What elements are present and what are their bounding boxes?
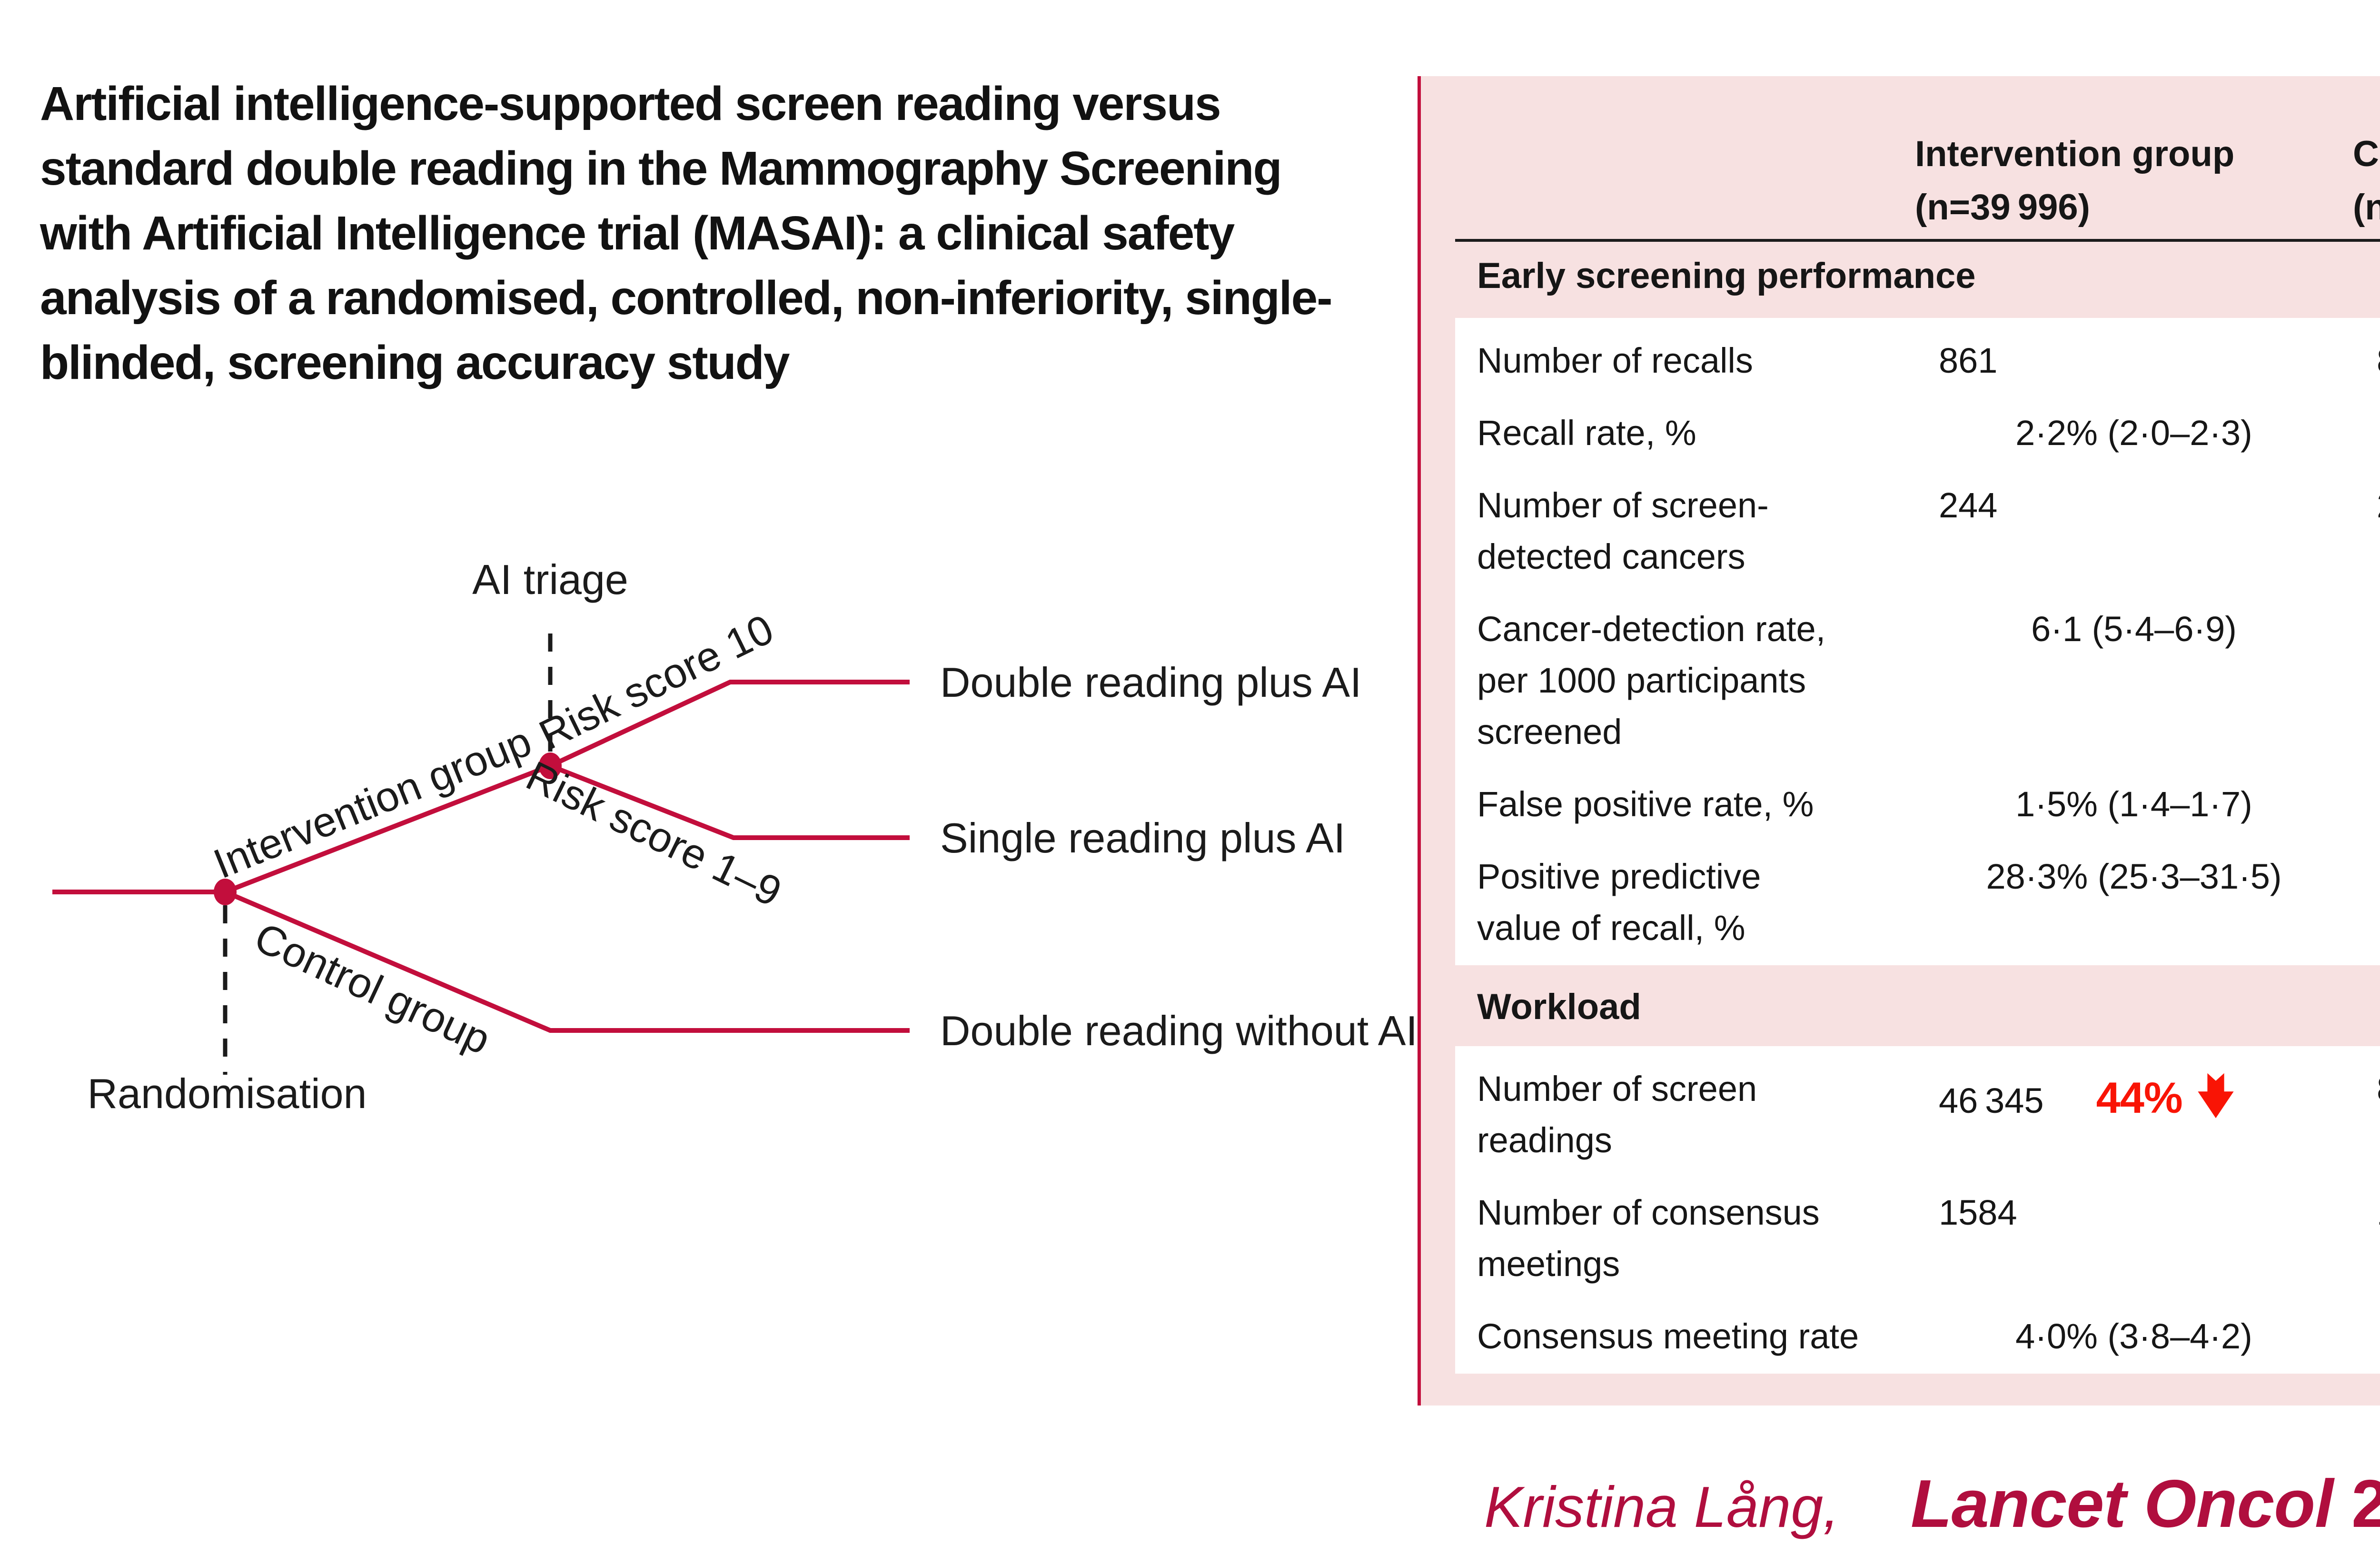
row-label: Number of recalls — [1477, 341, 1753, 380]
control-value: 5·1 (4·4–5·8) — [2353, 604, 2380, 758]
outcome-double-reading-plus-ai: Double reading plus AI — [940, 659, 1362, 706]
table-row: Cancer-detection rate, per 1000 particip… — [1455, 604, 2380, 758]
intervention-value: 861 — [1939, 341, 1998, 380]
outcome-single-reading-plus-ai: Single reading plus AI — [940, 814, 1345, 861]
row-label: Positive predictive value of recall, % — [1477, 857, 1761, 948]
table-row: False positive rate, % 1·5% (1·4–1·7) 1·… — [1455, 779, 2380, 830]
row-label: Number of consensus meetings — [1477, 1193, 1820, 1284]
header-divider — [1455, 239, 2380, 242]
citation-details: 2023; 24: 936–44 — [2351, 1466, 2380, 1542]
table-row: Number of recalls 861 817 — [1455, 335, 2380, 386]
risk19-line — [549, 763, 910, 840]
down-arrow-icon — [2198, 1073, 2234, 1119]
row-label: Recall rate, % — [1477, 413, 1696, 453]
results-table-panel: Intervention group (n=39 996) Control gr… — [1418, 76, 2380, 1406]
workload-rows: Number of screen readings 46 345 44% 83 … — [1455, 1046, 2380, 1374]
intervention-value: 2·2% (2·0–2·3) — [2015, 413, 2252, 453]
workload-reduction-annotation: 44% — [2096, 1063, 2237, 1124]
row-label: False positive rate, % — [1477, 784, 1814, 824]
citation: Lancet Oncol 2023; 24: 936–44 — [1911, 1465, 2380, 1543]
trial-design-diagram: AI triage Randomisation Intervention gro… — [52, 556, 1418, 1117]
intervention-value: 1584 — [1939, 1193, 2017, 1232]
outcome-double-reading-without-ai: Double reading without AI — [940, 1007, 1418, 1054]
reduction-percent: 44% — [2096, 1074, 2183, 1122]
screen-readings-intervention: 46 345 — [1939, 1081, 2044, 1120]
header-spacer — [1455, 128, 1915, 234]
control-value: 203 — [2353, 480, 2380, 583]
intervention-value: 4·0% (3·8–4·2) — [2015, 1317, 2252, 1356]
row-label: Number of screen- detected cancers — [1477, 485, 1769, 576]
intervention-value: 46 345 44% — [1915, 1063, 2353, 1166]
control-value: 24·8% (21·9–28·0) — [2353, 851, 2380, 954]
table-row: Number of consensus meetings 1584 1576 — [1455, 1187, 2380, 1290]
intervention-value: 28·3% (25·3–31·5) — [1986, 857, 2282, 896]
randomisation-node — [214, 879, 237, 905]
paper-title: Artificial intelligence-supported screen… — [40, 77, 1333, 389]
row-label: Cancer-detection rate, per 1000 particip… — [1477, 609, 1826, 752]
section-header-early-screening: Early screening performance — [1477, 256, 1976, 296]
early-screening-rows: Number of recalls 861 817 Recall rate, %… — [1455, 318, 2380, 965]
ai-triage-label: AI triage — [472, 556, 628, 603]
control-value: 3·9% (3·8–4·1) — [2353, 1311, 2380, 1362]
intervention-group-label: Intervention group — [207, 717, 538, 888]
column-header-control: Control group (n=40 024) — [2353, 134, 2380, 228]
journal-name: Lancet Oncol — [1911, 1466, 2333, 1542]
row-label: Number of screen readings — [1477, 1069, 1757, 1160]
intervention-line — [224, 763, 551, 894]
control-value: 1576 — [2353, 1187, 2380, 1290]
control-group-label: Control group — [248, 913, 497, 1063]
control-value: 817 — [2353, 335, 2380, 386]
table-row: Number of screen- detected cancers 244 2… — [1455, 480, 2380, 583]
table-row: Consensus meeting rate 4·0% (3·8–4·2) 3·… — [1455, 1311, 2380, 1362]
row-label: Consensus meeting rate — [1477, 1317, 1859, 1356]
risk-score-1-9-label: Risk score 1–9 — [519, 752, 789, 916]
control-line — [224, 890, 910, 1033]
intervention-value: 244 — [1939, 485, 1998, 525]
ai-triage-node — [539, 752, 562, 779]
section-header-workload: Workload — [1477, 987, 1641, 1027]
table-row: Recall rate, % 2·2% (2·0–2·3) 2·0% (1·9–… — [1455, 407, 2380, 459]
control-value: 1·5% (1·4–1·7) — [2353, 779, 2380, 830]
table-row: Number of screen readings 46 345 44% 83 … — [1455, 1063, 2380, 1166]
table-header-row: Intervention group (n=39 996) Control gr… — [1455, 128, 2380, 234]
table-row: Positive predictive value of recall, % 2… — [1455, 851, 2380, 954]
author-name: Kristina Lång, — [1484, 1475, 1839, 1539]
attribution: Kristina Lång, Lancet Oncol 2023; 24: 93… — [1484, 1465, 2380, 1543]
risk10-line — [549, 680, 910, 768]
intervention-value: 6·1 (5·4–6·9) — [2031, 609, 2237, 649]
column-header-intervention: Intervention group (n=39 996) — [1915, 134, 2235, 228]
control-value: 83 231 — [2353, 1063, 2380, 1166]
intervention-value: 1·5% (1·4–1·7) — [2015, 784, 2252, 824]
randomisation-label: Randomisation — [88, 1070, 367, 1117]
control-value: 2·0% (1·9–2·2) — [2353, 407, 2380, 459]
